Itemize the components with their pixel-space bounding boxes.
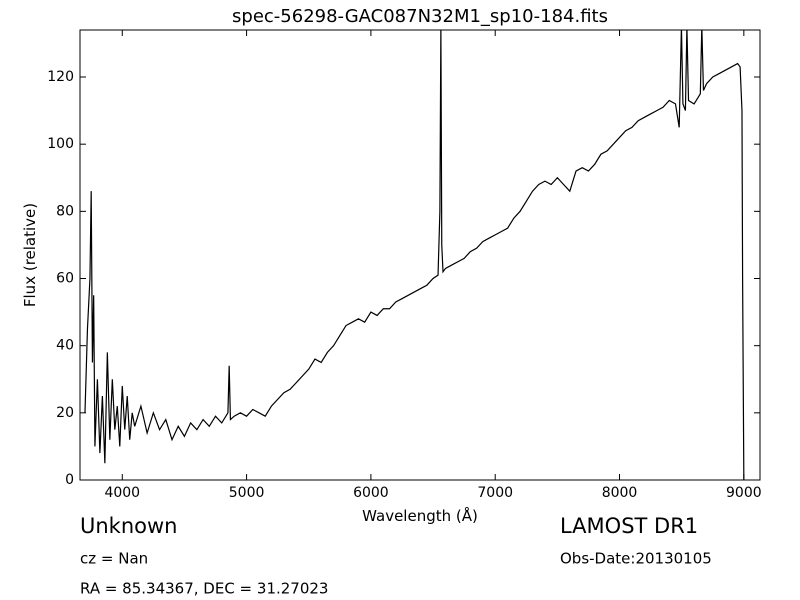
annotation: Unknown (80, 514, 177, 538)
annotation: LAMOST DR1 (560, 514, 698, 538)
annotation: Obs-Date:20130105 (560, 550, 712, 568)
x-tick-label: 9000 (726, 485, 762, 501)
x-tick-label: 7000 (477, 485, 513, 501)
x-tick-label: 8000 (602, 485, 638, 501)
y-tick-label: 80 (56, 203, 74, 219)
y-tick-label: 40 (56, 338, 74, 354)
y-tick-label: 100 (47, 136, 74, 152)
y-tick-label: 120 (47, 69, 74, 85)
y-axis-label: Flux (relative) (21, 203, 39, 307)
x-tick-label: 5000 (229, 485, 265, 501)
y-tick-label: 60 (56, 271, 74, 287)
x-axis-label: Wavelength (Å) (362, 506, 478, 525)
annotation: cz = Nan (80, 550, 148, 568)
spectrum-line (84, 30, 745, 480)
chart-title: spec-56298-GAC087N32M1_sp10-184.fits (232, 6, 608, 27)
annotation: RA = 85.34367, DEC = 31.27023 (80, 580, 328, 598)
x-tick-label: 4000 (104, 485, 140, 501)
plot-frame (79, 29, 761, 481)
x-tick-label: 6000 (353, 485, 389, 501)
y-tick-label: 20 (56, 405, 74, 421)
y-tick-label: 0 (65, 472, 74, 488)
